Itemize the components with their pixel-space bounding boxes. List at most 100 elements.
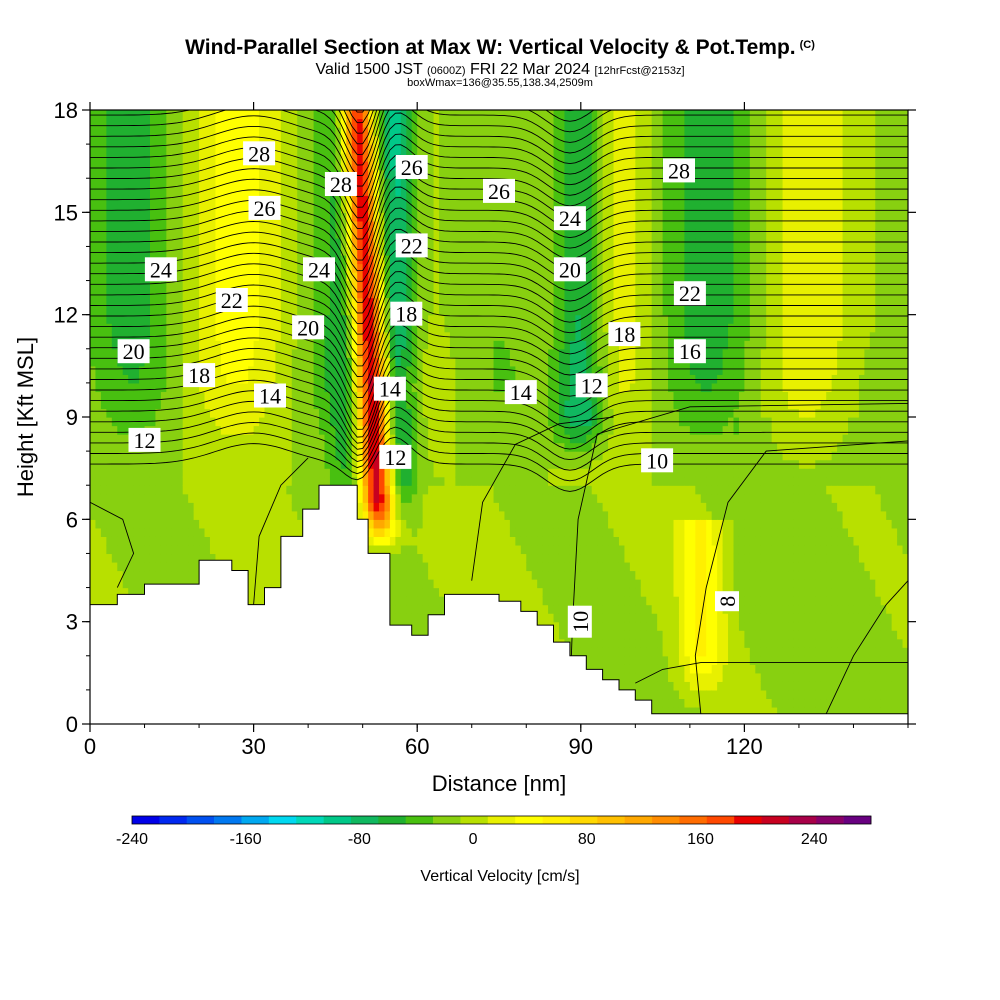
velocity-cell bbox=[90, 348, 97, 358]
velocity-cell bbox=[324, 391, 331, 401]
velocity-cell bbox=[428, 408, 435, 418]
velocity-cell bbox=[329, 399, 336, 410]
velocity-cell bbox=[259, 502, 266, 512]
chart-title: Wind-Parallel Section at Max W: Vertical… bbox=[0, 36, 1000, 60]
velocity-cell bbox=[95, 280, 102, 290]
velocity-cell bbox=[231, 425, 238, 435]
velocity-cell bbox=[264, 306, 271, 316]
velocity-cell bbox=[368, 493, 375, 503]
velocity-cell bbox=[275, 510, 282, 520]
velocity-cell bbox=[122, 135, 129, 145]
velocity-cell bbox=[128, 408, 135, 418]
velocity-cell bbox=[433, 596, 440, 606]
velocity-cell bbox=[302, 485, 309, 495]
velocity-cell bbox=[346, 425, 353, 435]
velocity-cell bbox=[406, 212, 413, 222]
velocity-cell bbox=[139, 468, 146, 478]
velocity-cell bbox=[444, 348, 451, 358]
velocity-cell bbox=[460, 587, 467, 597]
velocity-cell bbox=[237, 468, 244, 478]
velocity-cell bbox=[226, 195, 233, 205]
velocity-cell bbox=[379, 365, 386, 375]
velocity-cell bbox=[439, 152, 446, 162]
velocity-cell bbox=[90, 220, 97, 230]
velocity-cell bbox=[122, 434, 129, 444]
velocity-cell bbox=[237, 152, 244, 162]
velocity-cell bbox=[193, 519, 200, 529]
velocity-cell bbox=[291, 161, 298, 171]
velocity-cell bbox=[160, 391, 167, 401]
velocity-cell bbox=[291, 468, 298, 478]
velocity-cell bbox=[215, 203, 222, 213]
velocity-cell bbox=[280, 408, 287, 418]
velocity-cell bbox=[155, 220, 162, 230]
velocity-cell bbox=[335, 135, 342, 145]
velocity-cell bbox=[384, 357, 391, 367]
velocity-cell bbox=[275, 161, 282, 171]
velocity-cell bbox=[253, 536, 260, 546]
velocity-cell bbox=[329, 280, 336, 290]
velocity-cell bbox=[428, 331, 435, 341]
velocity-cell bbox=[329, 408, 336, 418]
velocity-cell bbox=[422, 613, 429, 623]
velocity-cell bbox=[275, 229, 282, 239]
velocity-cell bbox=[340, 357, 347, 367]
velocity-cell bbox=[444, 306, 451, 316]
velocity-cell bbox=[248, 135, 255, 145]
velocity-cell bbox=[160, 220, 167, 230]
velocity-cell bbox=[384, 152, 391, 162]
velocity-cell bbox=[95, 493, 102, 503]
velocity-cell bbox=[291, 365, 298, 375]
velocity-cell bbox=[422, 186, 429, 196]
velocity-cell bbox=[362, 408, 369, 418]
velocity-cell bbox=[177, 544, 184, 555]
velocity-cell bbox=[144, 476, 151, 486]
velocity-cell bbox=[466, 553, 473, 563]
velocity-cell bbox=[384, 110, 391, 120]
velocity-cell bbox=[171, 229, 178, 239]
velocity-cell bbox=[346, 272, 353, 282]
velocity-cell bbox=[460, 451, 467, 461]
velocity-cell bbox=[188, 357, 195, 367]
velocity-cell bbox=[275, 314, 282, 324]
velocity-cell bbox=[144, 297, 151, 307]
velocity-cell bbox=[177, 152, 184, 162]
velocity-cell bbox=[395, 186, 402, 196]
velocity-cell bbox=[384, 348, 391, 358]
velocity-cell bbox=[204, 519, 211, 529]
velocity-cell bbox=[384, 502, 391, 512]
velocity-cell bbox=[248, 365, 255, 375]
velocity-cell bbox=[220, 425, 227, 435]
velocity-cell bbox=[389, 544, 396, 555]
velocity-cell bbox=[280, 348, 287, 358]
velocity-cell bbox=[346, 144, 353, 154]
velocity-cell bbox=[384, 485, 391, 495]
velocity-cell bbox=[117, 408, 124, 418]
velocity-cell bbox=[155, 323, 162, 333]
velocity-cell bbox=[417, 118, 424, 128]
velocity-cell bbox=[433, 220, 440, 230]
velocity-cell bbox=[422, 178, 429, 188]
velocity-cell bbox=[389, 476, 396, 486]
velocity-cell bbox=[95, 169, 102, 179]
velocity-cell bbox=[411, 220, 418, 230]
velocity-cell bbox=[111, 178, 118, 188]
velocity-cell bbox=[128, 391, 135, 401]
velocity-cell bbox=[389, 118, 396, 128]
velocity-cell bbox=[111, 110, 118, 120]
velocity-cell bbox=[379, 161, 386, 171]
velocity-cell bbox=[395, 468, 402, 478]
velocity-cell bbox=[182, 553, 189, 563]
velocity-cell bbox=[460, 220, 467, 230]
velocity-cell bbox=[389, 331, 396, 341]
velocity-cell bbox=[166, 169, 173, 179]
velocity-cell bbox=[302, 237, 309, 248]
velocity-cell bbox=[188, 229, 195, 239]
velocity-cell bbox=[449, 280, 456, 290]
velocity-cell bbox=[433, 553, 440, 563]
velocity-cell bbox=[171, 493, 178, 503]
velocity-cell bbox=[449, 118, 456, 128]
velocity-cell bbox=[275, 485, 282, 495]
velocity-cell bbox=[455, 186, 462, 196]
velocity-cell bbox=[444, 195, 451, 205]
